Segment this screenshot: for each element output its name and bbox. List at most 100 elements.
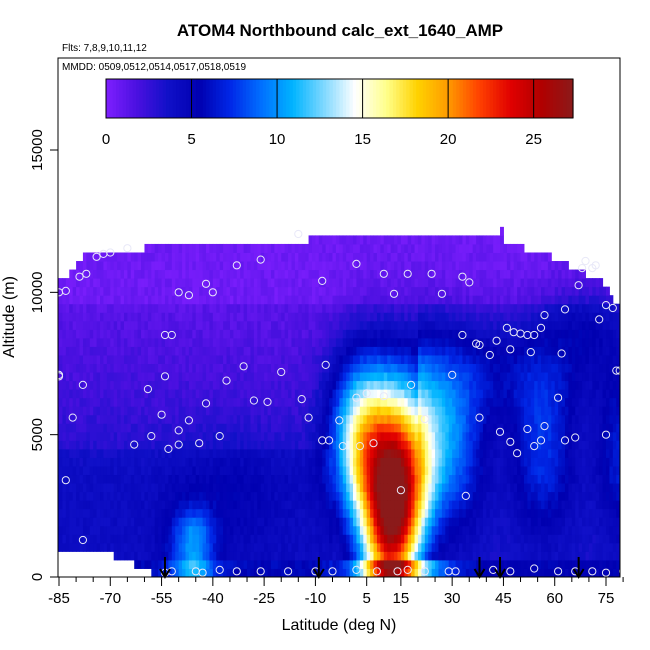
heatmap-cell (274, 500, 279, 510)
heatmap-cell (435, 500, 439, 510)
heatmap-cell (274, 286, 279, 296)
heatmap-cell (130, 261, 135, 271)
heatmap-cell (322, 372, 327, 382)
heatmap-cell (199, 346, 204, 356)
heatmap-cell (195, 483, 200, 493)
heatmap-cell (482, 517, 487, 527)
heatmap-cell (72, 312, 77, 322)
heatmap-cell (284, 448, 289, 458)
heatmap-cell (400, 525, 405, 535)
heatmap-cell (458, 559, 463, 569)
heatmap-cell (284, 406, 289, 416)
heatmap-cell (458, 389, 463, 399)
heatmap-cell (431, 542, 436, 552)
heatmap-cell (428, 568, 433, 577)
heatmap-cell (195, 303, 200, 313)
heatmap-cell (462, 354, 467, 364)
heatmap-cell (76, 431, 81, 441)
heatmap-cell (229, 491, 234, 501)
heatmap-cell (93, 329, 98, 339)
heatmap-cell (144, 337, 149, 347)
heatmap-cell (421, 491, 426, 501)
heatmap-cell (192, 448, 197, 458)
heatmap-cell (62, 431, 67, 441)
heatmap-cell (428, 252, 433, 262)
heatmap-cell (178, 320, 183, 330)
heatmap-cell (270, 414, 275, 424)
heatmap-cell (253, 517, 258, 527)
heatmap-cell (335, 372, 340, 382)
heatmap-cell (424, 474, 429, 484)
heatmap-cell (445, 534, 450, 544)
heatmap-cell (380, 363, 385, 373)
heatmap-cell (342, 534, 347, 544)
heatmap-cell (212, 329, 217, 339)
heatmap-cell (394, 346, 398, 356)
heatmap-cell (479, 295, 484, 305)
heatmap-cell (59, 508, 63, 518)
heatmap-cell (479, 440, 484, 450)
heatmap-cell (452, 423, 457, 433)
heatmap-cell (472, 491, 477, 501)
heatmap-cell (59, 372, 63, 382)
heatmap-cell (270, 568, 275, 577)
heatmap-cell (270, 286, 275, 296)
heatmap-cell (370, 269, 375, 279)
heatmap-cell (414, 551, 419, 561)
heatmap-cell (274, 295, 279, 305)
heatmap-cell (472, 269, 477, 279)
heatmap-cell (489, 483, 494, 493)
heatmap-cell (202, 517, 207, 527)
heatmap-cell (209, 278, 214, 288)
heatmap-cell (370, 380, 375, 390)
heatmap-cell (335, 363, 340, 373)
heatmap-cell (65, 508, 70, 518)
heatmap-cell (445, 483, 450, 493)
heatmap-cell (202, 329, 207, 339)
heatmap-cell (188, 491, 193, 501)
heatmap-cell (226, 278, 231, 288)
heatmap-cell (168, 542, 173, 552)
heatmap-cell (199, 440, 204, 450)
heatmap-cell (349, 372, 354, 382)
heatmap-cell (376, 286, 381, 296)
heatmap-cell (270, 406, 275, 416)
heatmap-cell (411, 337, 416, 347)
heatmap-cell (147, 483, 152, 493)
heatmap-cell (182, 329, 186, 339)
heatmap-cell (465, 295, 470, 305)
heatmap-cell (469, 363, 474, 373)
heatmap-cell (65, 525, 70, 535)
heatmap-cell (69, 354, 74, 364)
heatmap-cell (387, 500, 392, 510)
heatmap-cell (288, 431, 292, 441)
heatmap-cell (277, 295, 282, 305)
heatmap-cell (158, 243, 163, 253)
heatmap-cell (240, 457, 245, 467)
heatmap-cell (178, 517, 183, 527)
heatmap-cell (158, 320, 163, 330)
heatmap-cell (353, 406, 357, 416)
heatmap-cell (192, 278, 197, 288)
heatmap-cell (58, 508, 60, 518)
heatmap-cell (76, 346, 81, 356)
heatmap-cell (301, 354, 306, 364)
heatmap-cell (353, 346, 357, 356)
heatmap-cell (144, 423, 149, 433)
heatmap-cell (219, 354, 224, 364)
heatmap-cell (144, 397, 149, 407)
heatmap-cell (144, 448, 149, 458)
heatmap-cell (298, 508, 303, 518)
heatmap-cell (294, 278, 299, 288)
heatmap-cell (137, 551, 142, 561)
heatmap-cell (458, 551, 463, 561)
heatmap-cell (100, 465, 104, 476)
heatmap-cell (489, 508, 494, 518)
heatmap-cell (339, 380, 344, 390)
heatmap-cell (424, 534, 429, 544)
heatmap-cell (185, 346, 190, 356)
heatmap-cell (171, 269, 176, 279)
heatmap-cell (298, 261, 303, 271)
heatmap-cell (171, 286, 176, 296)
heatmap-cell (301, 457, 306, 467)
